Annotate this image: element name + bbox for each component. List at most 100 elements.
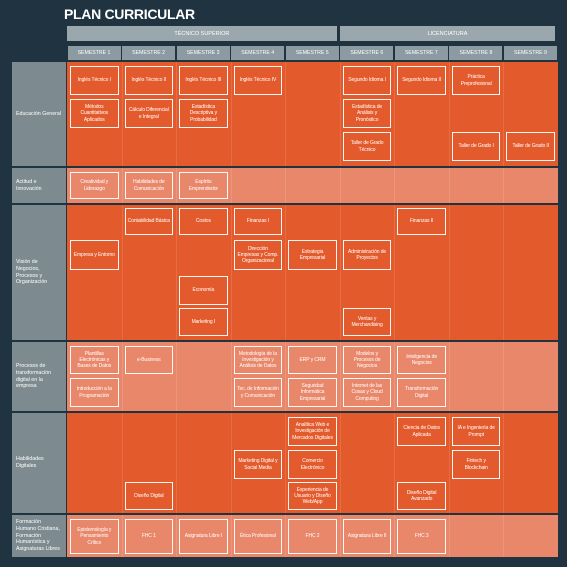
course-box: Experiencia de Usuario y Diseño Web/App bbox=[288, 482, 337, 510]
column-divider bbox=[176, 62, 178, 166]
column-divider bbox=[339, 168, 341, 203]
course-box: Inglés Técnico IV bbox=[233, 66, 283, 95]
course-box: Asignatura Libre I bbox=[179, 519, 228, 554]
column-divider bbox=[285, 62, 287, 166]
course-box: e-Business bbox=[124, 346, 174, 374]
area-band bbox=[67, 168, 558, 203]
course-box: FHC 1 bbox=[124, 519, 174, 554]
course-box: Seguridad Informática Empresarial bbox=[288, 378, 337, 407]
column-divider bbox=[121, 205, 123, 340]
course-box: Transformación Digital bbox=[397, 378, 446, 407]
course-box: Administración de Proyectos bbox=[342, 240, 392, 270]
course-box: Plantillas Electrónicas y Bases de Datos bbox=[70, 346, 119, 374]
course-box: Estadística de Análisis y Pronóstico bbox=[342, 99, 392, 128]
course-box: Introducción a la Programación bbox=[70, 378, 119, 407]
column-divider bbox=[230, 515, 232, 557]
column-divider bbox=[285, 515, 287, 557]
course-box: Estadística Descriptiva y Probabilidad bbox=[179, 99, 228, 128]
area-band bbox=[67, 342, 558, 411]
course-box: Comercio Electrónico bbox=[288, 450, 337, 479]
course-box: Cálculo Diferencial e Integral bbox=[124, 99, 174, 128]
course-box: Ética Profesional bbox=[233, 519, 283, 554]
column-divider bbox=[121, 168, 123, 203]
column-divider bbox=[121, 515, 123, 557]
course-box: Taller de Grado I bbox=[451, 132, 501, 161]
course-box: Diseño Digital Avanzado bbox=[397, 482, 446, 510]
area-band bbox=[67, 62, 558, 166]
column-divider bbox=[230, 205, 232, 340]
course-box: Empresa y Entorno bbox=[70, 240, 119, 270]
column-divider bbox=[394, 205, 396, 340]
column-divider bbox=[339, 515, 341, 557]
column-divider bbox=[394, 413, 396, 513]
column-divider bbox=[503, 413, 505, 513]
page-title: PLAN CURRICULAR bbox=[64, 6, 195, 22]
course-box: FHC 3 bbox=[397, 519, 446, 554]
column-divider bbox=[448, 342, 450, 411]
area-label: Educación General bbox=[12, 62, 66, 166]
area-label: Habilidades Digitales bbox=[12, 413, 66, 513]
column-divider bbox=[448, 515, 450, 557]
course-box: Marketing I bbox=[179, 308, 228, 336]
column-divider bbox=[503, 205, 505, 340]
course-box: Analítica Web e Investigación de Mercado… bbox=[288, 417, 337, 446]
column-divider bbox=[394, 342, 396, 411]
course-box: Asignatura Libre II bbox=[342, 519, 392, 554]
course-box: Diseño Digital bbox=[124, 482, 174, 510]
course-box: Estrategia Empresarial bbox=[288, 240, 337, 270]
column-divider bbox=[176, 413, 178, 513]
column-divider bbox=[285, 413, 287, 513]
course-box: Métodos Cuantitativos Aplicados bbox=[70, 99, 119, 128]
course-box: Modelos y Procesos de Negocios bbox=[342, 346, 392, 374]
column-divider bbox=[503, 168, 505, 203]
course-box: Finanzas II bbox=[397, 208, 446, 235]
course-box: IA e Ingeniería de Prompt bbox=[451, 417, 501, 446]
semester-header: SEMESTRE 3 bbox=[176, 46, 230, 60]
course-box: Internet de las Cosas y Cloud Computing bbox=[342, 378, 392, 407]
column-divider bbox=[448, 205, 450, 340]
area-band bbox=[67, 205, 558, 340]
column-divider bbox=[339, 342, 341, 411]
course-box: Dirección Empresas y Comp. Organizaciona… bbox=[233, 240, 283, 270]
area-label: Actitud e Innovación bbox=[12, 168, 66, 203]
course-box: Finanzas I bbox=[233, 208, 283, 235]
column-divider bbox=[230, 62, 232, 166]
semester-header: SEMESTRE 1 bbox=[67, 46, 121, 60]
course-box: Ventas y Merchandising bbox=[342, 308, 392, 336]
semester-header: SEMESTRE 8 bbox=[449, 46, 503, 60]
course-box: Marketing Digital y Social Media bbox=[233, 450, 283, 479]
column-divider bbox=[121, 413, 123, 513]
semester-header: SEMESTRE 9 bbox=[503, 46, 558, 60]
column-divider bbox=[503, 342, 505, 411]
course-box: Epistemología y Pensamiento Crítico bbox=[70, 519, 119, 554]
course-box: Tec. de Información y Comunicación bbox=[233, 378, 283, 407]
column-divider bbox=[285, 205, 287, 340]
course-box: Taller de Grado Técnico bbox=[342, 132, 392, 161]
column-divider bbox=[285, 342, 287, 411]
course-box: Inteligencia de Negocios bbox=[397, 346, 446, 374]
course-box: Economía bbox=[179, 276, 228, 305]
area-label: Formación Humano Cristiana, Formación Hu… bbox=[12, 515, 66, 557]
program-header: TÉCNICO SUPERIOR bbox=[67, 26, 337, 41]
course-box: Segundo Idioma II bbox=[397, 66, 446, 95]
column-divider bbox=[176, 205, 178, 340]
area-band bbox=[67, 515, 558, 557]
course-box: Práctica Preprofesional bbox=[451, 66, 501, 95]
column-divider bbox=[394, 168, 396, 203]
course-box: FHC 2 bbox=[288, 519, 337, 554]
course-box: Inglés Técnico II bbox=[124, 66, 174, 95]
course-box: Metodología de la Investigación y Anális… bbox=[233, 346, 283, 374]
area-label: Procesos de transformación digital en la… bbox=[12, 342, 66, 411]
column-divider bbox=[339, 205, 341, 340]
course-box: Ciencia de Datos Aplicada bbox=[397, 417, 446, 446]
course-box: Inglés Técnico III bbox=[179, 66, 228, 95]
course-box: Habilidades de Comunicación bbox=[124, 172, 174, 199]
column-divider bbox=[176, 342, 178, 411]
column-divider bbox=[339, 413, 341, 513]
course-box: Costos bbox=[179, 208, 228, 235]
area-band bbox=[67, 413, 558, 513]
program-header: LICENCIATURA bbox=[339, 26, 556, 41]
course-box: Fintech y Blockchain bbox=[451, 450, 501, 479]
column-divider bbox=[230, 342, 232, 411]
